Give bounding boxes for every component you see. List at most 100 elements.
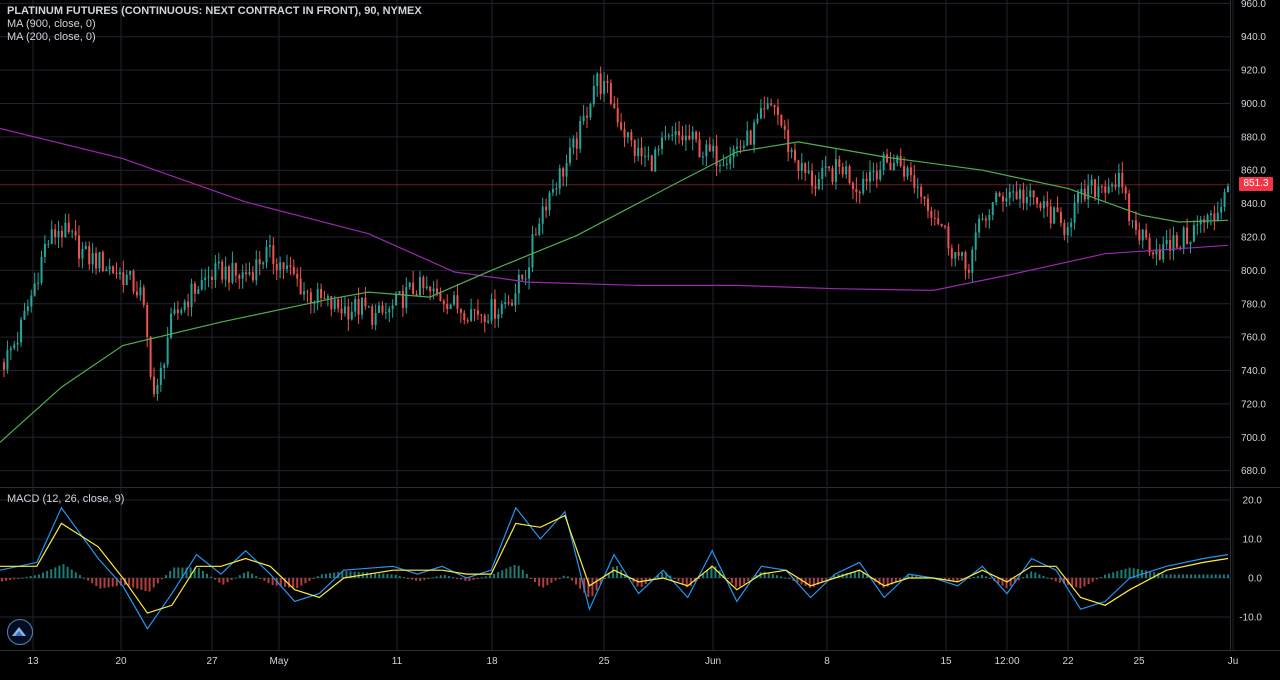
candle-body bbox=[115, 272, 118, 275]
candle-body bbox=[548, 192, 551, 211]
macd-histogram-bar bbox=[1001, 578, 1004, 586]
candle-body bbox=[446, 304, 449, 310]
macd-histogram-bar bbox=[1103, 574, 1106, 578]
macd-histogram-bar bbox=[915, 575, 918, 578]
candle-body bbox=[903, 166, 906, 177]
candle-body bbox=[1186, 227, 1189, 245]
macd-histogram-bar bbox=[50, 569, 53, 578]
macd-legend[interactable]: MACD (12, 26, close, 9) bbox=[7, 493, 125, 505]
macd-histogram-bar bbox=[591, 578, 594, 597]
candle-body bbox=[125, 274, 128, 286]
macd-histogram-bar bbox=[177, 567, 180, 578]
candle-body bbox=[132, 270, 135, 292]
candle-body bbox=[282, 262, 285, 270]
macd-histogram-bar bbox=[476, 578, 479, 579]
macd-histogram-bar bbox=[566, 576, 569, 578]
ma-200-legend[interactable]: MA (200, close, 0) bbox=[7, 31, 96, 43]
macd-histogram-bar bbox=[710, 565, 713, 578]
candle-body bbox=[248, 272, 251, 275]
x-tick-label: 27 bbox=[206, 656, 218, 667]
candle-body bbox=[388, 308, 391, 313]
macd-histogram-bar bbox=[398, 576, 401, 578]
macd-histogram-bar bbox=[165, 575, 168, 578]
macd-histogram-bar bbox=[1083, 578, 1086, 587]
macd-histogram-bar bbox=[886, 578, 889, 587]
macd-histogram-bar bbox=[218, 578, 221, 583]
candle-body bbox=[1111, 184, 1114, 187]
candle-body bbox=[961, 252, 964, 256]
candle-body bbox=[592, 85, 595, 105]
macd-histogram-bar bbox=[665, 572, 668, 578]
macd-histogram-bar bbox=[1046, 577, 1049, 579]
macd-histogram-bar bbox=[575, 578, 578, 585]
macd-histogram-bar bbox=[1144, 570, 1147, 578]
macd-histogram-bar bbox=[267, 578, 270, 584]
candle-body bbox=[759, 108, 762, 119]
candle-body bbox=[705, 144, 708, 157]
candle-body bbox=[476, 310, 479, 315]
candle-body bbox=[695, 131, 698, 140]
macd-histogram-bar bbox=[173, 567, 176, 578]
tradingview-logo-icon[interactable] bbox=[7, 619, 33, 645]
macd-histogram-bar bbox=[427, 578, 430, 579]
macd-histogram-bar bbox=[529, 578, 532, 579]
candle-body bbox=[217, 261, 220, 264]
macd-histogram-bar bbox=[136, 578, 139, 589]
macd-histogram-bar bbox=[636, 578, 639, 587]
candle-body bbox=[681, 135, 684, 141]
candle-body bbox=[1066, 227, 1069, 236]
macd-histogram-bar bbox=[1124, 568, 1127, 578]
macd-histogram-bar bbox=[320, 574, 323, 578]
candle-body bbox=[773, 105, 776, 108]
macd-histogram-bar bbox=[796, 578, 799, 583]
ma-900-legend[interactable]: MA (900, close, 0) bbox=[7, 18, 96, 30]
candle-body bbox=[1100, 186, 1103, 188]
candle-body bbox=[108, 266, 111, 270]
candle-body bbox=[988, 214, 991, 221]
macd-histogram-bar bbox=[456, 578, 459, 579]
candle-body bbox=[313, 302, 316, 304]
candle-body bbox=[783, 125, 786, 130]
candle-body bbox=[926, 198, 929, 211]
candle-body bbox=[957, 252, 960, 256]
macd-histogram-bar bbox=[1009, 578, 1012, 587]
macd-histogram-bar bbox=[677, 578, 680, 582]
macd-histogram-bar bbox=[29, 576, 32, 578]
macd-histogram-bar bbox=[821, 578, 824, 583]
macd-histogram-bar bbox=[976, 575, 979, 578]
candle-body bbox=[879, 169, 882, 180]
candle-body bbox=[1097, 186, 1100, 197]
candle-body bbox=[1036, 197, 1039, 204]
macd-histogram-bar bbox=[919, 576, 922, 578]
candle-body bbox=[67, 222, 70, 233]
candle-body bbox=[350, 311, 353, 320]
macd-histogram-bar bbox=[1087, 578, 1090, 585]
candle-body bbox=[1162, 244, 1165, 260]
macd-histogram-bar bbox=[1120, 569, 1123, 578]
candle-body bbox=[456, 295, 459, 309]
candle-body bbox=[316, 288, 319, 303]
candle-body bbox=[289, 265, 292, 267]
macd-histogram-bar bbox=[411, 578, 414, 580]
candle-body bbox=[463, 312, 466, 321]
candle-body bbox=[214, 263, 217, 280]
candle-body bbox=[401, 291, 404, 309]
macd-histogram-bar bbox=[95, 578, 98, 587]
candle-body bbox=[378, 305, 381, 313]
candle-body bbox=[497, 314, 500, 319]
price-tick-label: 740.0 bbox=[1241, 366, 1266, 377]
macd-histogram-bar bbox=[62, 564, 65, 578]
candle-body bbox=[729, 157, 732, 164]
macd-histogram-bar bbox=[550, 578, 553, 583]
macd-histogram-bar bbox=[661, 572, 664, 578]
candle-body bbox=[1213, 213, 1216, 222]
candle-body bbox=[241, 272, 244, 279]
candle-body bbox=[493, 299, 496, 319]
macd-histogram-bar bbox=[402, 577, 405, 579]
candle-body bbox=[1025, 196, 1028, 204]
candle-body bbox=[207, 276, 210, 278]
candle-body bbox=[323, 298, 326, 300]
candle-body bbox=[616, 108, 619, 123]
